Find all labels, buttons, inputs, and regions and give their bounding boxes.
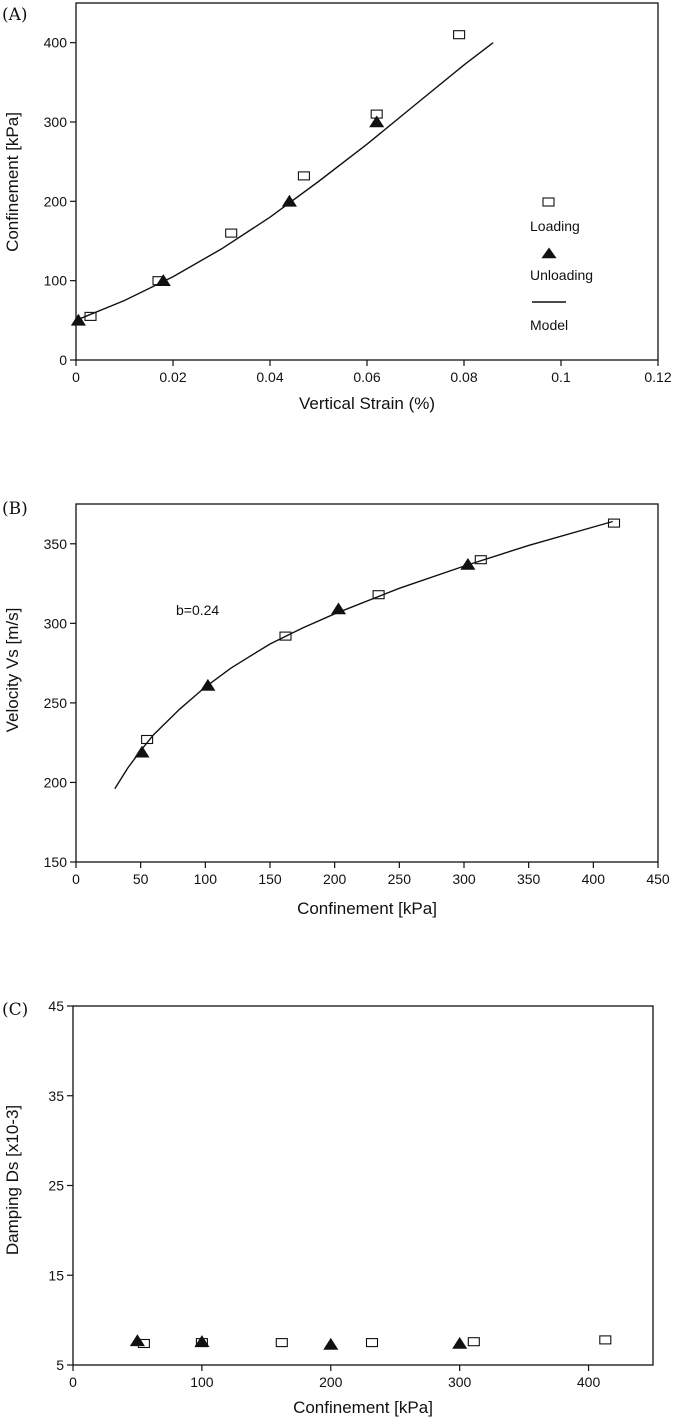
panel-label-c: (C) (2, 1000, 28, 1020)
loading-point (599, 1335, 612, 1345)
unloading-point (323, 1337, 339, 1350)
legend: Loading Unloading Model (530, 197, 593, 333)
y-tick-label: 0 (59, 352, 67, 368)
x-tick-label: 450 (646, 871, 670, 887)
panel-label-a: (A) (2, 5, 28, 25)
y-axis-title-b: Velocity Vs [m/s] (3, 608, 22, 733)
model-curve (114, 520, 613, 790)
x-tick-label: 0.02 (159, 369, 186, 385)
x-tick-label: 0.12 (644, 369, 671, 385)
plot-frame-b (75, 503, 659, 863)
unloading-point (129, 1334, 145, 1347)
plot-frame-a (75, 2, 659, 361)
loading-point (453, 30, 466, 40)
y-tick-label: 25 (48, 1178, 64, 1194)
y-tick-label: 350 (44, 536, 68, 552)
x-tick-label: 50 (133, 871, 149, 887)
y-tick-label: 200 (44, 193, 68, 209)
x-tick-label: 300 (448, 1374, 472, 1390)
x-tick-label: 350 (517, 871, 541, 887)
loading-point (297, 171, 310, 181)
plot-marks-a: 0 0.02 0.04 0.06 0.08 0.1 0.12 0 100 200 300 400 (44, 30, 672, 385)
x-tick-label: 400 (582, 871, 606, 887)
x-tick-label: 0.06 (353, 369, 380, 385)
y-tick-label: 200 (44, 774, 68, 790)
annotation-b-value: b=0.24 (176, 602, 219, 618)
loading-point (225, 228, 238, 238)
x-tick-label: 200 (319, 1374, 343, 1390)
panel-a: (A) Vertical Strain (%) Confinement [kPa… (2, 2, 672, 413)
x-axis-title-b: Confinement [kPa] (297, 899, 437, 918)
x-tick-label: 150 (258, 871, 282, 887)
y-tick-label: 35 (48, 1088, 64, 1104)
y-tick-label: 400 (44, 35, 68, 51)
legend-label-unloading: Unloading (530, 267, 593, 283)
y-tick-label: 100 (44, 273, 68, 289)
loading-point (275, 1338, 288, 1348)
loading-point (365, 1338, 379, 1348)
model-curve (75, 42, 494, 321)
y-axis-title-c: Damping Ds [x10-3] (3, 1105, 22, 1255)
unloading-point (369, 115, 385, 128)
x-tick-label: 0 (72, 369, 80, 385)
loading-point (467, 1337, 480, 1347)
x-tick-label: 0.04 (256, 369, 283, 385)
y-tick-label: 300 (44, 114, 68, 130)
plot-marks-c: 0 100 200 300 400 5 15 25 35 45 (48, 998, 612, 1390)
x-tick-label: 100 (194, 871, 218, 887)
y-tick-label: 15 (48, 1267, 64, 1283)
plot-marks-b: 0 50 100 150 200 250 300 350 400 450 150 200 250 300 3… (44, 518, 670, 887)
y-tick-label: 300 (44, 615, 68, 631)
legend-marker-loading (542, 197, 555, 207)
x-tick-label: 400 (577, 1374, 601, 1390)
panel-b: (B) Confinement [kPa] Velocity Vs [m/s] … (2, 499, 670, 918)
legend-marker-unloading (541, 247, 557, 259)
plot-frame-c (72, 1005, 654, 1366)
y-axis-title-a: Confinement [kPa] (3, 112, 22, 252)
y-tick-label: 250 (44, 695, 68, 711)
x-axis-title-c: Confinement [kPa] (293, 1398, 433, 1417)
panel-c: (C) Confinement [kPa] Damping Ds [x10-3]… (2, 998, 654, 1417)
x-tick-label: 250 (388, 871, 412, 887)
x-tick-label: 0.08 (450, 369, 477, 385)
x-tick-label: 0.1 (551, 369, 571, 385)
unloading-point (281, 194, 297, 207)
y-tick-label: 150 (44, 854, 68, 870)
panel-label-b: (B) (2, 499, 28, 519)
loading-point (607, 518, 621, 528)
x-tick-label: 200 (323, 871, 347, 887)
y-tick-label: 5 (56, 1357, 64, 1373)
x-tick-label: 0 (69, 1374, 77, 1390)
x-tick-label: 300 (452, 871, 476, 887)
x-tick-label: 100 (190, 1374, 214, 1390)
x-tick-label: 0 (72, 871, 80, 887)
unloading-point (194, 1335, 210, 1347)
y-tick-label: 45 (48, 998, 64, 1014)
legend-label-loading: Loading (530, 218, 580, 234)
unloading-point (452, 1336, 468, 1349)
x-axis-title-a: Vertical Strain (%) (299, 394, 435, 413)
legend-label-model: Model (530, 317, 568, 333)
